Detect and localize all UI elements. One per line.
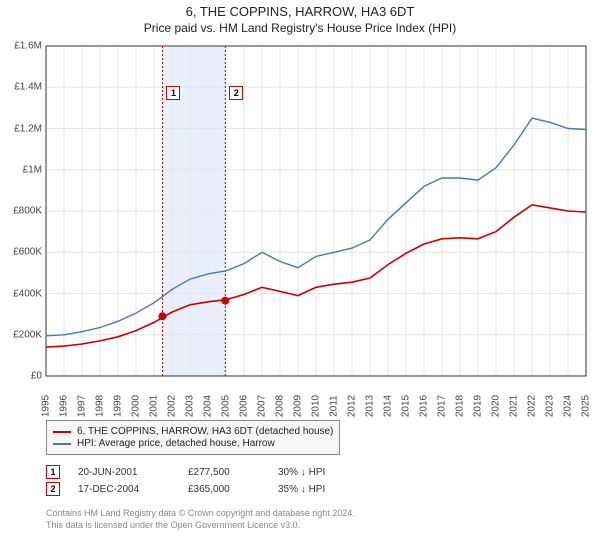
x-tick-label: 1999 <box>113 395 124 417</box>
y-tick-label: £200K <box>13 329 42 340</box>
marker-table: 1 20-JUN-2001£277,50030% ↓ HPI 2 17-DEC-200… <box>46 462 368 499</box>
x-tick-label: 2010 <box>311 395 322 417</box>
marker-price: £365,000 <box>188 484 278 495</box>
y-tick-label: £1.4M <box>14 82 42 93</box>
x-tick-label: 1998 <box>95 395 106 417</box>
marker-pct: 30% ↓ HPI <box>278 467 368 478</box>
legend-row: 6, THE COPPINS, HARROW, HA3 6DT (detache… <box>53 426 333 437</box>
legend: 6, THE COPPINS, HARROW, HA3 6DT (detache… <box>46 420 340 455</box>
footer-line1: Contains HM Land Registry data © Crown c… <box>46 508 355 520</box>
marker-table-row: 2 17-DEC-2004£365,00035% ↓ HPI <box>46 482 368 496</box>
x-tick-label: 2013 <box>365 395 376 417</box>
marker-date: 20-JUN-2001 <box>78 467 188 478</box>
footer: Contains HM Land Registry data © Crown c… <box>46 508 355 531</box>
x-tick-label: 2012 <box>347 395 358 417</box>
x-tick-label: 2000 <box>131 395 142 417</box>
x-tick-label: 1995 <box>41 395 52 417</box>
chart-titles: 6, THE COPPINS, HARROW, HA3 6DT Price pa… <box>0 0 600 35</box>
legend-label: 6, THE COPPINS, HARROW, HA3 6DT (detache… <box>77 426 333 437</box>
x-tick-label: 1997 <box>77 395 88 417</box>
legend-row: HPI: Average price, detached house, Harr… <box>53 438 333 449</box>
y-tick-label: £800K <box>13 206 42 217</box>
marker-date: 17-DEC-2004 <box>78 484 188 495</box>
marker-callout-2: 2 <box>229 86 243 100</box>
x-tick-label: 2017 <box>437 395 448 417</box>
marker-callout-1: 1 <box>166 86 180 100</box>
x-tick-label: 2009 <box>293 395 304 417</box>
x-tick-label: 2015 <box>401 395 412 417</box>
x-tick-label: 2007 <box>257 395 268 417</box>
x-tick-label: 2002 <box>167 395 178 417</box>
title-line2: Price paid vs. HM Land Registry's House … <box>0 21 600 35</box>
x-tick-label: 2020 <box>491 395 502 417</box>
x-tick-label: 2018 <box>455 395 466 417</box>
x-tick-label: 2023 <box>545 395 556 417</box>
x-tick-label: 2004 <box>203 395 214 417</box>
x-tick-label: 2019 <box>473 395 484 417</box>
chart-svg <box>46 46 586 376</box>
y-tick-label: £1M <box>23 164 42 175</box>
x-tick-label: 2011 <box>329 395 340 417</box>
marker-number-box: 1 <box>46 465 60 479</box>
marker-number-box: 2 <box>46 482 60 496</box>
y-axis-labels: £0£200K£400K£600K£800K£1M£1.2M£1.4M£1.6M <box>0 46 44 376</box>
marker-price: £277,500 <box>188 467 278 478</box>
y-tick-label: £1.6M <box>14 41 42 52</box>
footer-line2: This data is licensed under the Open Gov… <box>46 520 355 532</box>
x-tick-label: 2014 <box>383 395 394 417</box>
x-tick-label: 2008 <box>275 395 286 417</box>
x-tick-label: 2022 <box>527 395 538 417</box>
x-tick-label: 2025 <box>581 395 592 417</box>
plot-area <box>46 46 586 376</box>
y-tick-label: £0 <box>31 371 42 382</box>
x-tick-label: 2001 <box>149 395 160 417</box>
legend-label: HPI: Average price, detached house, Harr… <box>77 438 275 449</box>
title-line1: 6, THE COPPINS, HARROW, HA3 6DT <box>0 4 600 19</box>
marker-table-row: 1 20-JUN-2001£277,50030% ↓ HPI <box>46 465 368 479</box>
x-tick-label: 2021 <box>509 395 520 417</box>
x-tick-label: 2024 <box>563 395 574 417</box>
x-tick-label: 2003 <box>185 395 196 417</box>
y-tick-label: £1.2M <box>14 123 42 134</box>
x-tick-label: 1996 <box>59 395 70 417</box>
marker-pct: 35% ↓ HPI <box>278 484 368 495</box>
x-axis-labels: 1995199619971998199920002001200220032004… <box>46 378 586 418</box>
x-tick-label: 2016 <box>419 395 430 417</box>
y-tick-label: £600K <box>13 247 42 258</box>
legend-swatch <box>53 443 71 445</box>
x-tick-label: 2006 <box>239 395 250 417</box>
legend-swatch <box>53 431 71 433</box>
x-tick-label: 2005 <box>221 395 232 417</box>
y-tick-label: £400K <box>13 288 42 299</box>
